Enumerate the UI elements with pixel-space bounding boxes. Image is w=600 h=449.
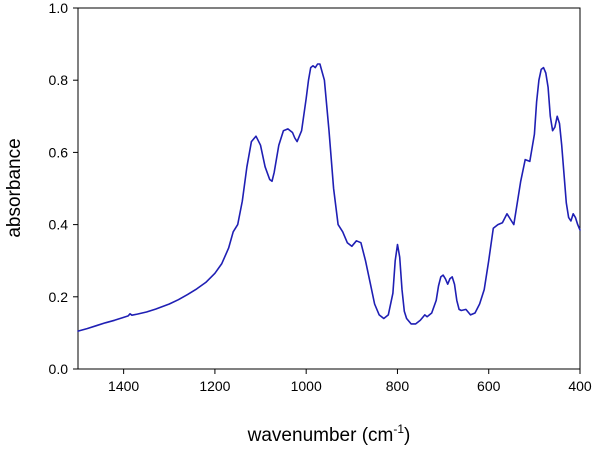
y-tick-label: 0.0 <box>49 361 69 377</box>
x-axis-ticks: 1400 1200 1000 800 600 400 <box>108 369 592 394</box>
y-tick-label: 0.4 <box>49 217 69 233</box>
x-tick-label: 400 <box>568 378 592 394</box>
y-tick-label: 0.8 <box>49 72 69 88</box>
x-axis-title: wavenumber (cm-1) <box>247 422 411 446</box>
series-line-absorbance <box>77 63 581 332</box>
x-tick-label: 1200 <box>199 378 230 394</box>
y-axis-title: absorbance <box>4 138 25 237</box>
y-tick-label: 0.6 <box>49 144 69 160</box>
y-tick-label: 1.0 <box>49 0 69 16</box>
x-tick-label: 1000 <box>291 378 322 394</box>
y-tick-label: 0.2 <box>49 289 69 305</box>
x-tick-label: 800 <box>386 378 410 394</box>
x-tick-label: 600 <box>477 378 501 394</box>
x-tick-label: 1400 <box>108 378 139 394</box>
y-axis-ticks: 0.0 0.2 0.4 0.6 0.8 1.0 <box>49 0 78 377</box>
plot-area-frame <box>77 7 581 370</box>
